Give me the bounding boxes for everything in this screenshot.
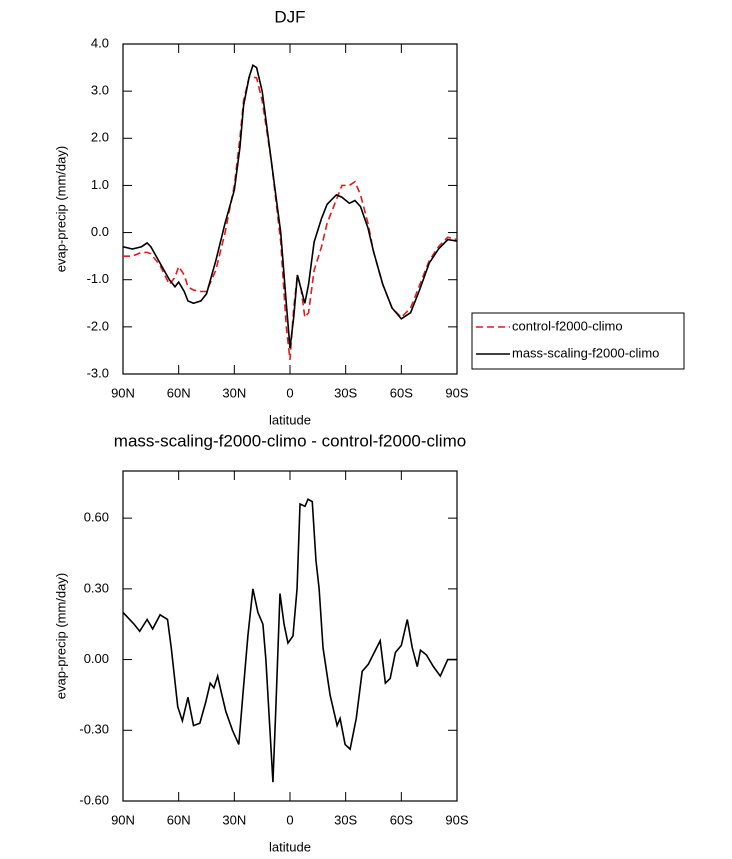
- y-tick-label: 0.60: [84, 510, 109, 525]
- x-tick-label: 30N: [222, 385, 246, 400]
- data-line: [122, 63, 458, 349]
- x-tick-label: 90S: [445, 385, 468, 400]
- x-tick-label: 0: [286, 812, 293, 827]
- x-tick-label: 30S: [334, 385, 357, 400]
- legend-box: [471, 312, 685, 370]
- y-tick-label: 0.0: [91, 224, 109, 239]
- x-tick-label: 0: [286, 385, 293, 400]
- x-tick-label: 30N: [222, 812, 246, 827]
- data-line: [123, 76, 458, 360]
- y-tick-label: -0.60: [79, 792, 109, 807]
- data-line: [122, 498, 457, 783]
- x-tick-label: 60S: [390, 812, 413, 827]
- chart-title: mass-scaling-f2000-climo - control-f2000…: [114, 431, 466, 450]
- y-tick-label: 0.00: [84, 651, 109, 666]
- x-tick-label: 90S: [445, 812, 468, 827]
- plot-frame: [122, 43, 458, 375]
- x-axis-label: latitude: [269, 412, 311, 427]
- x-tick-label: 30S: [334, 812, 357, 827]
- y-tick-label: -3.0: [87, 365, 109, 380]
- y-axis-label: evap-precip (mm/day): [53, 146, 68, 272]
- y-tick-label: 2.0: [91, 130, 109, 145]
- legend-label: control-f2000-climo: [512, 318, 623, 333]
- x-tick-label: 60S: [390, 385, 413, 400]
- y-tick-label: 3.0: [91, 83, 109, 98]
- x-tick-label: 60N: [167, 812, 191, 827]
- plot-frame: [122, 470, 458, 802]
- x-tick-label: 60N: [167, 385, 191, 400]
- y-tick-label: -1.0: [87, 271, 109, 286]
- chart-title: DJF: [274, 7, 305, 26]
- y-tick-label: -2.0: [87, 318, 109, 333]
- y-tick-label: 1.0: [91, 177, 109, 192]
- y-tick-label: 4.0: [91, 35, 109, 50]
- legend-label: mass-scaling-f2000-climo: [512, 345, 659, 360]
- x-tick-label: 90N: [111, 385, 135, 400]
- y-axis-label: evap-precip (mm/day): [53, 573, 68, 699]
- y-tick-label: -0.30: [79, 722, 109, 737]
- y-tick-label: 0.30: [84, 580, 109, 595]
- x-axis-label: latitude: [269, 839, 311, 854]
- x-tick-label: 90N: [111, 812, 135, 827]
